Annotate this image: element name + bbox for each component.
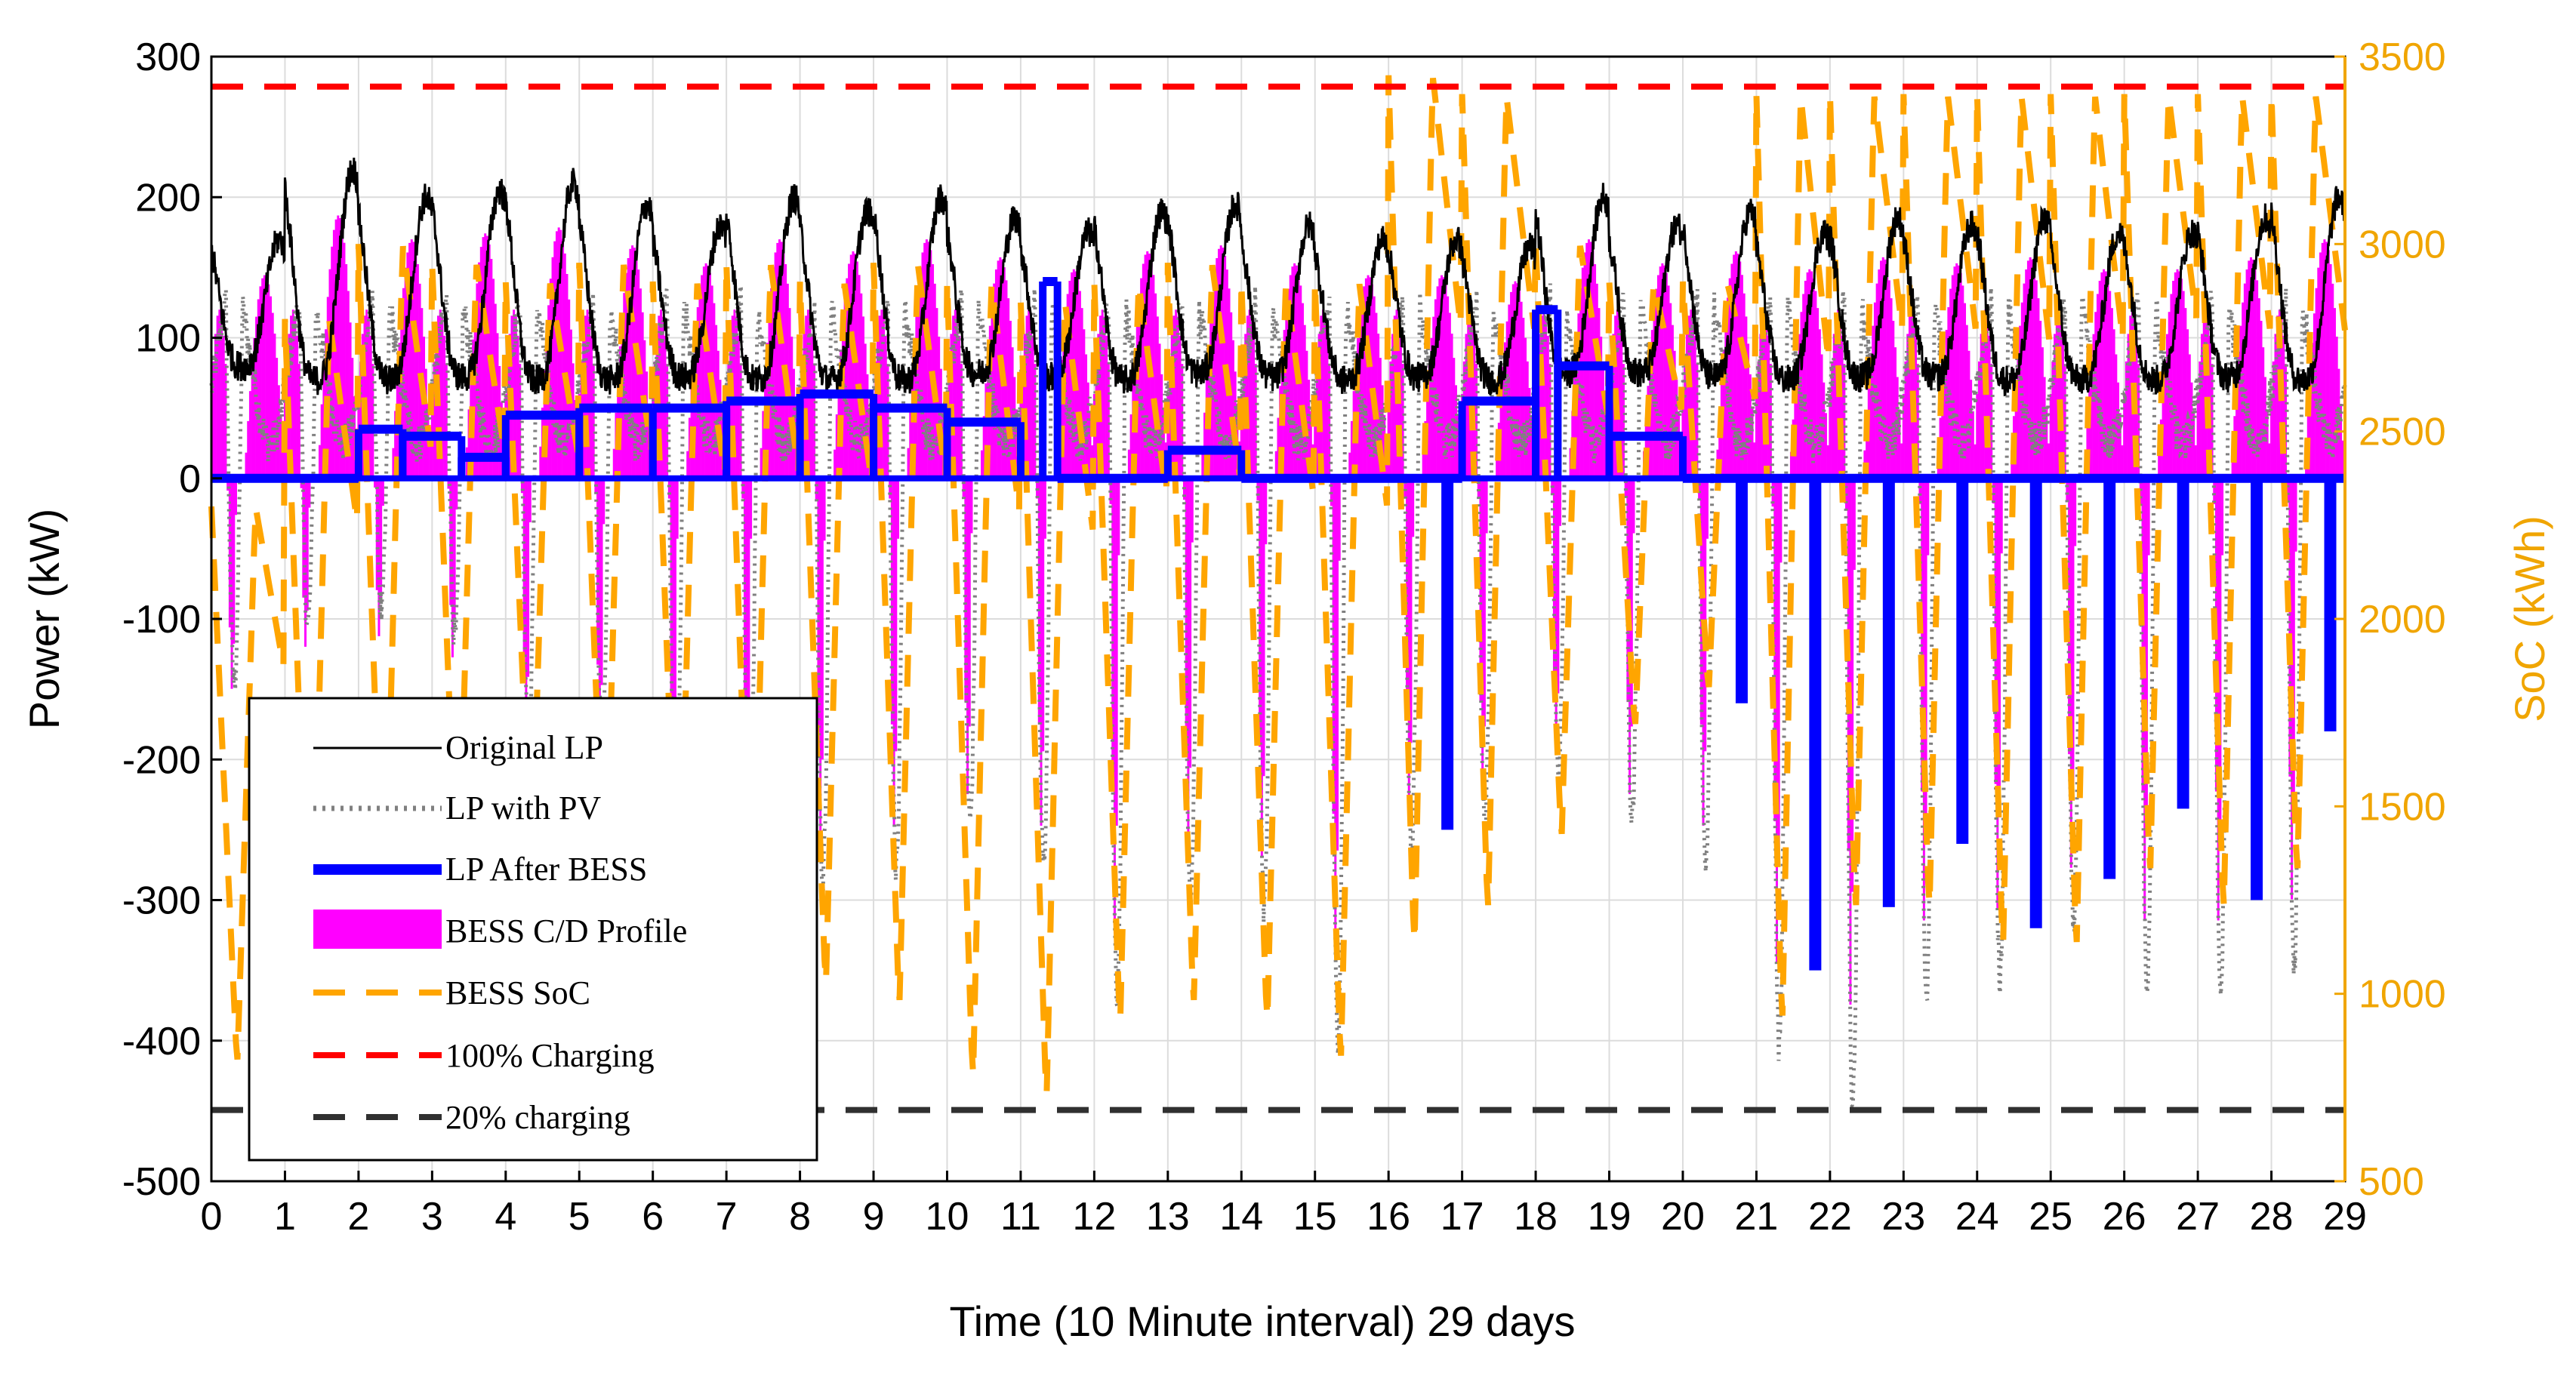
x-tick-label: 10 bbox=[926, 1195, 969, 1239]
y-tick-label-right: 2000 bbox=[2359, 598, 2446, 642]
legend-label-bess-cd: BESS C/D Profile bbox=[445, 913, 687, 950]
legend-label-original-lp: Original LP bbox=[445, 729, 603, 766]
x-tick-label: 11 bbox=[1000, 1195, 1041, 1239]
y-tick-label-right: 3500 bbox=[2359, 35, 2446, 79]
y-tick-label-right: 2500 bbox=[2359, 411, 2446, 454]
y-tick-label-left: 200 bbox=[135, 176, 201, 220]
y-tick-label-right: 1000 bbox=[2359, 973, 2446, 1017]
x-tick-label: 1 bbox=[274, 1195, 296, 1239]
x-tick-label: 3 bbox=[421, 1195, 443, 1239]
x-tick-label: 18 bbox=[1514, 1195, 1558, 1239]
y-tick-label-right: 500 bbox=[2359, 1160, 2424, 1204]
lp-after-bess-dip bbox=[1735, 478, 1748, 703]
lp-after-bess-dip bbox=[2103, 478, 2116, 879]
y-tick-label-left: -400 bbox=[122, 1020, 201, 1063]
legend-label-20pct: 20% charging bbox=[445, 1099, 630, 1136]
legend: Original LP LP with PV LP After BESS BES… bbox=[248, 697, 818, 1162]
y-axis-label-left: Power (kW) bbox=[20, 509, 68, 729]
x-tick-label: 8 bbox=[789, 1195, 811, 1239]
series-lp-after-bess bbox=[211, 277, 2345, 971]
lp-after-bess-dip bbox=[1882, 478, 1895, 907]
lp-after-bess-dip bbox=[1809, 478, 1822, 971]
x-tick-label: 25 bbox=[2029, 1195, 2072, 1239]
lp-after-bess-dip bbox=[2324, 478, 2337, 731]
x-tick-label: 15 bbox=[1293, 1195, 1337, 1239]
legend-label-100pct: 100% Charging bbox=[445, 1037, 655, 1074]
x-tick-label: 23 bbox=[1881, 1195, 1925, 1239]
lp-after-bess-dip bbox=[1441, 478, 1454, 830]
lp-after-bess-dip bbox=[1956, 478, 1969, 844]
legend-swatch-bess-cd bbox=[313, 910, 442, 949]
x-tick-label: 2 bbox=[347, 1195, 369, 1239]
x-tick-label: 19 bbox=[1588, 1195, 1632, 1239]
x-tick-label: 16 bbox=[1367, 1195, 1410, 1239]
y-tick-label-left: -300 bbox=[122, 879, 201, 923]
y-tick-label-left: -500 bbox=[122, 1160, 201, 1204]
y-axis-label-right: SoC (kWh) bbox=[2506, 516, 2553, 722]
x-tick-label: 20 bbox=[1661, 1195, 1705, 1239]
x-tick-label: 24 bbox=[1955, 1195, 1999, 1239]
x-tick-label: 28 bbox=[2250, 1195, 2294, 1239]
x-tick-label: 22 bbox=[1808, 1195, 1852, 1239]
lp-after-bess-dip bbox=[2029, 478, 2042, 928]
y-tick-label-left: 100 bbox=[135, 317, 201, 361]
x-tick-label: 0 bbox=[201, 1195, 223, 1239]
x-tick-label: 7 bbox=[716, 1195, 738, 1239]
series-bess-soc bbox=[208, 75, 2348, 1094]
x-tick-label: 6 bbox=[642, 1195, 664, 1239]
x-tick-label: 26 bbox=[2103, 1195, 2146, 1239]
x-tick-label: 5 bbox=[569, 1195, 590, 1239]
legend-label-lp-bess: LP After BESS bbox=[445, 851, 647, 888]
x-tick-label: 21 bbox=[1734, 1195, 1778, 1239]
x-tick-label: 29 bbox=[2323, 1195, 2367, 1239]
legend-label-lp-pv: LP with PV bbox=[445, 789, 601, 826]
y-tick-label-left: 300 bbox=[135, 35, 201, 79]
x-tick-label: 4 bbox=[495, 1195, 516, 1239]
series-original-lp bbox=[210, 157, 2346, 397]
x-tick-label: 17 bbox=[1441, 1195, 1484, 1239]
x-tick-label: 13 bbox=[1146, 1195, 1190, 1239]
series-layer bbox=[208, 75, 2348, 1113]
lp-after-bess-dip bbox=[2177, 478, 2189, 809]
y-tick-label-right: 1500 bbox=[2359, 785, 2446, 829]
x-axis-label: Time (10 Minute interval) 29 days bbox=[950, 1297, 1576, 1345]
x-tick-label: 9 bbox=[863, 1195, 885, 1239]
y-tick-label-right: 3000 bbox=[2359, 223, 2446, 266]
y-tick-label-left: -200 bbox=[122, 738, 201, 782]
axis-ticks: 0 1 2 3 4 5 6 7 8 9 10 11 12 13 14 15 16 17 18 19 20 21 22 23 24… bbox=[122, 35, 2446, 1239]
legend-label-bess-soc: BESS SoC bbox=[445, 974, 590, 1011]
y-tick-label-left: 0 bbox=[179, 457, 201, 501]
x-tick-label: 12 bbox=[1072, 1195, 1116, 1239]
y-tick-label-left: -100 bbox=[122, 598, 201, 642]
x-tick-label: 14 bbox=[1219, 1195, 1263, 1239]
x-tick-label: 27 bbox=[2176, 1195, 2220, 1239]
lp-after-bess-dip bbox=[2251, 478, 2263, 900]
